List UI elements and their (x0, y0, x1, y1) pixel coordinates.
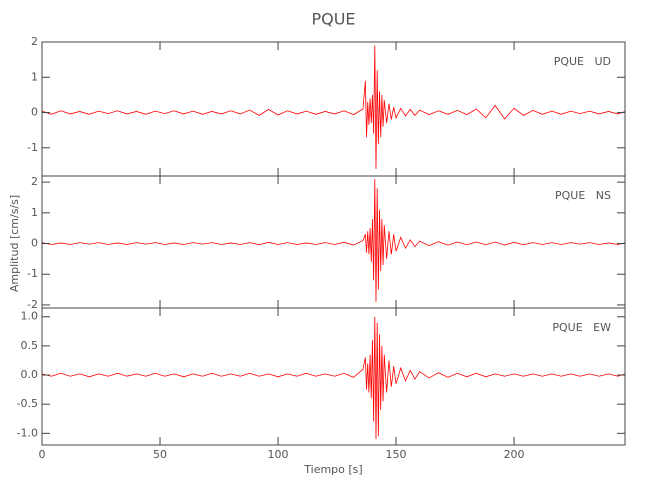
y-tick-label: -0.5 (17, 397, 38, 410)
y-tick-label: -2 (27, 298, 38, 311)
x-axis-title: Tiempo [s] (303, 463, 362, 476)
x-tick-label: 200 (504, 448, 525, 461)
x-tick-label: 100 (268, 448, 289, 461)
panel-frame (41, 175, 626, 309)
y-tick-label: 0.5 (21, 339, 39, 352)
y-tick-label: 0 (31, 237, 38, 250)
y-tick-label: 1 (31, 70, 38, 83)
y-tick-label: 2 (31, 175, 38, 188)
x-tick-label: 50 (153, 448, 167, 461)
y-tick-label: 2 (31, 35, 38, 48)
y-tick-label: -1 (27, 141, 38, 154)
trace-label: PQUE EW (552, 321, 611, 334)
trace-label: PQUE NS (555, 189, 611, 202)
waveform (42, 45, 625, 169)
chart-title: PQUE (311, 10, 355, 29)
panel-frame (41, 307, 626, 446)
x-tick-label: 150 (386, 448, 407, 461)
waveform (42, 179, 625, 302)
y-tick-label: 0.0 (21, 368, 39, 381)
y-tick-label: 1 (31, 206, 38, 219)
panel-frame (41, 41, 626, 177)
y-tick-label: 0 (31, 106, 38, 119)
trace-label: PQUE UD (554, 55, 611, 68)
y-tick-label: -1 (27, 267, 38, 280)
waveform (42, 316, 625, 440)
y-tick-label: 1.0 (21, 310, 39, 323)
y-axis-title: Amplitud [cm/s/s] (8, 195, 21, 292)
y-tick-label: -1.0 (17, 426, 38, 439)
x-tick-label: 0 (39, 448, 46, 461)
